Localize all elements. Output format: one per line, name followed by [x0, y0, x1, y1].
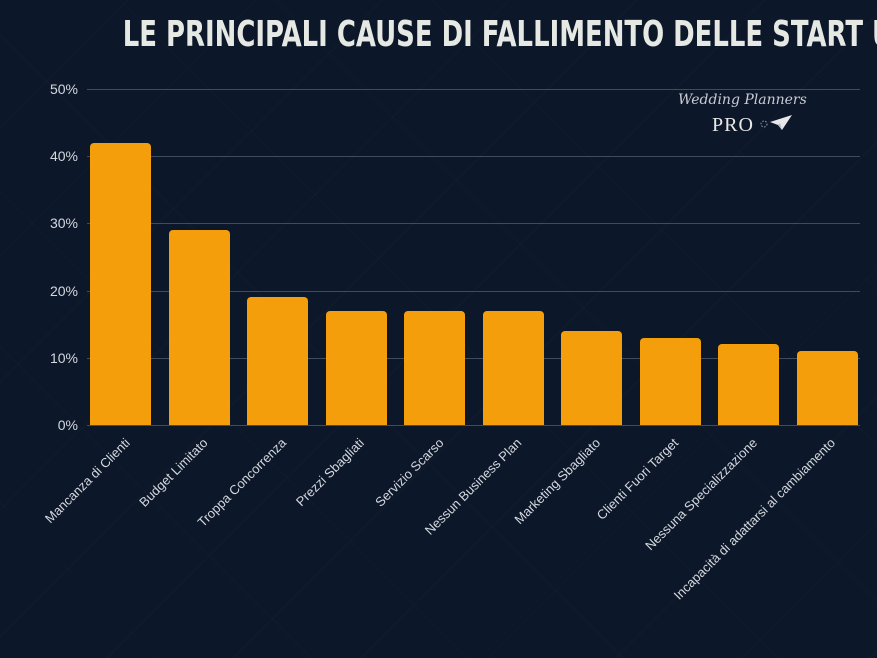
paper-plane-icon: [760, 115, 792, 130]
y-tick-label: 30%: [49, 215, 78, 232]
y-tick-label: 20%: [49, 282, 78, 299]
gridline: [87, 156, 860, 158]
x-tick-label: Budget Limitato: [136, 435, 211, 510]
gridline: [87, 290, 860, 292]
gridline: [87, 223, 860, 225]
x-tick-label: Prezzi Sbagliati: [292, 435, 367, 510]
logo-pro-text: PRO: [712, 114, 754, 136]
bar: [561, 330, 622, 425]
gridline: [87, 425, 860, 426]
bar: [796, 351, 858, 425]
y-tick-label: 0%: [57, 417, 78, 433]
chart-title: LE PRINCIPALI CAUSE DI FALLIMENTO DELLE …: [122, 14, 877, 55]
y-tick-label: 50%: [49, 81, 78, 97]
x-tick-label: Clienti Fuori Target: [593, 435, 682, 523]
gridline: [87, 357, 860, 359]
bar: [482, 310, 544, 425]
logo-script-text: Wedding Planners: [678, 92, 807, 108]
bar: [168, 230, 230, 425]
bar: [718, 344, 779, 425]
y-tick-label: 10%: [49, 349, 78, 366]
bar: [325, 310, 387, 425]
x-tick-label: Troppa Concorrenza: [193, 435, 289, 530]
bar: [247, 297, 308, 425]
bar: [639, 337, 701, 425]
brand-logo: Wedding Planners PRO: [672, 88, 832, 148]
bar: [404, 310, 465, 425]
x-tick-label: Marketing Sbagliato: [510, 435, 603, 528]
x-tick-label: Servizio Scarso: [371, 435, 447, 510]
y-tick-label: 40%: [49, 148, 78, 165]
x-tick-label: Incapacità di adattarsi al cambiamento: [670, 435, 839, 603]
x-tick-label: Mancanza di Clienti: [41, 435, 133, 527]
gridline: [87, 89, 860, 90]
bar: [90, 142, 151, 425]
